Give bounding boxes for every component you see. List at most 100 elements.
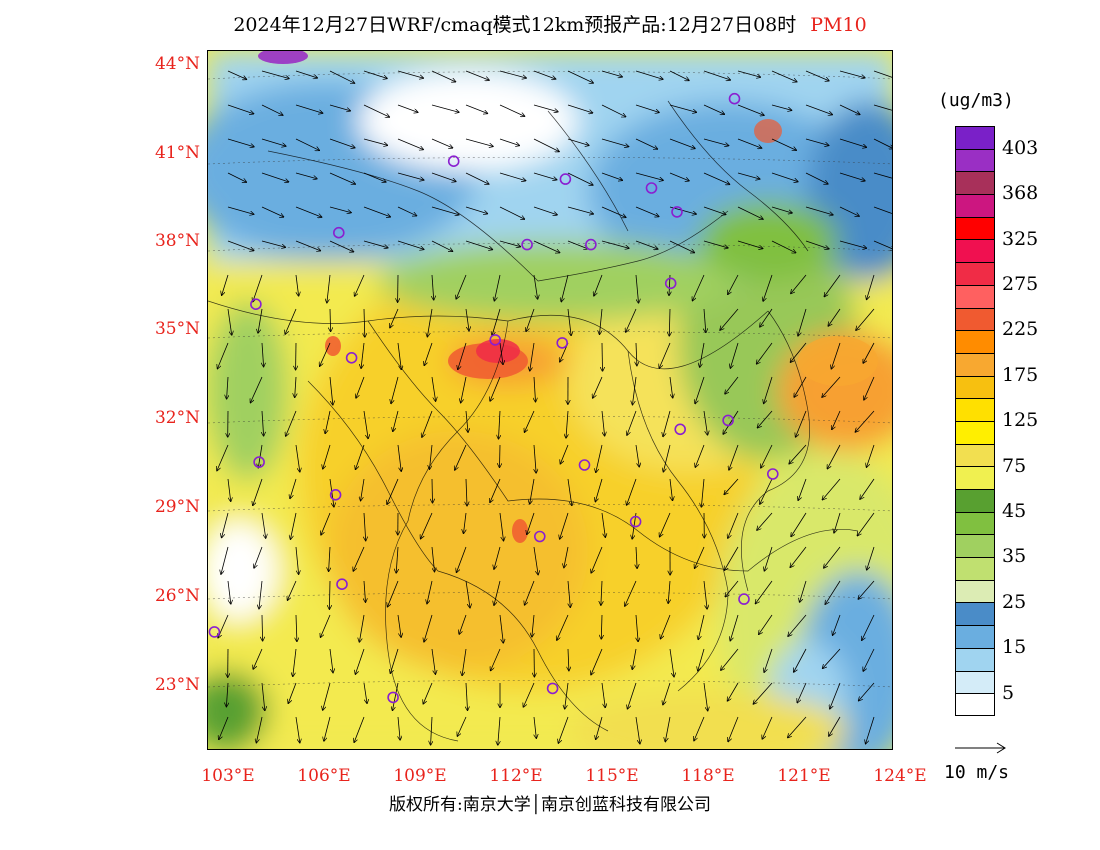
- wind-arrow: [329, 70, 354, 83]
- wind-arrow: [661, 614, 671, 639]
- wind-arrow: [431, 138, 453, 148]
- wind-arrow: [465, 240, 492, 250]
- wind-arrow: [530, 342, 535, 371]
- wind-arrow: [534, 444, 536, 473]
- wind-arrow: [492, 308, 501, 335]
- wind-arrow: [465, 308, 469, 331]
- wind-arrow: [227, 138, 254, 147]
- wind-arrow: [288, 682, 297, 703]
- wind-arrow: [669, 376, 673, 398]
- wind-arrow: [397, 240, 424, 249]
- wind-arrow: [824, 274, 841, 296]
- station-marker: [521, 238, 533, 251]
- wind-arrow: [227, 206, 254, 214]
- wind-arrow: [669, 308, 670, 336]
- wind-arrow: [805, 138, 829, 145]
- wind-arrow: [564, 546, 569, 568]
- wind-arrow: [668, 580, 670, 603]
- wind-arrow: [465, 104, 487, 113]
- colorbar-cell: [955, 307, 995, 331]
- wind-arrow: [760, 308, 773, 327]
- wind-arrow: [703, 682, 708, 711]
- wind-arrow: [633, 376, 637, 405]
- wind-arrow: [356, 376, 365, 398]
- wind-arrow: [295, 716, 300, 743]
- wind-arrow: [728, 512, 739, 538]
- wind-arrow: [423, 682, 433, 704]
- wind-arrow: [873, 206, 892, 214]
- wind-arrow: [724, 546, 739, 570]
- colorbar-label: 403: [1002, 136, 1039, 159]
- wind-arrow: [295, 70, 317, 78]
- wind-arrow: [636, 546, 637, 568]
- colorbar-cell: [955, 239, 995, 263]
- wind-arrow: [217, 444, 229, 471]
- wind-arrow: [698, 648, 705, 671]
- wind-arrow: [862, 614, 875, 640]
- wind-arrow: [756, 580, 773, 604]
- wind-arrow: [222, 274, 229, 295]
- wind-arrow: [363, 172, 386, 182]
- wind-arrow: [728, 274, 739, 294]
- wind-arrow: [364, 512, 366, 541]
- wind-arrow: [831, 342, 841, 369]
- wind-arrow: [625, 580, 637, 606]
- wind-arrow: [296, 614, 297, 641]
- station-marker: [722, 414, 734, 427]
- wind-arrow: [824, 546, 841, 568]
- wind-arrow: [363, 104, 389, 117]
- wind-arrow: [858, 580, 875, 599]
- wind-arrow: [295, 274, 299, 296]
- colorbar-cell: [955, 398, 995, 421]
- colorbar-unit: (ug/m3): [938, 90, 1014, 111]
- wind-arrow: [730, 342, 739, 368]
- wind-arrow: [873, 138, 892, 149]
- wind-arrow: [635, 274, 639, 303]
- wind-arrow: [873, 172, 892, 179]
- station-marker: [533, 530, 546, 543]
- wind-arrow: [632, 648, 637, 669]
- station-marker: [556, 337, 569, 349]
- wind-arrow: [227, 308, 232, 335]
- wind-arrow: [601, 70, 622, 77]
- wind-arrow: [490, 376, 501, 401]
- wind-arrow: [363, 682, 367, 703]
- title-text: 2024年12月27日WRF/cmaq模式12km预报产品:12月27日08时: [233, 14, 797, 36]
- province-boundaries: [208, 100, 859, 742]
- wind-arrow: [797, 682, 807, 703]
- wind-arrow: [601, 410, 605, 436]
- wind-arrow: [295, 206, 322, 217]
- wind-arrow: [798, 478, 807, 500]
- wind-arrow: [321, 614, 331, 637]
- wind-arrow: [422, 410, 433, 437]
- wind-arrow: [227, 580, 231, 604]
- wind-arrow: [867, 444, 875, 467]
- wind-arrow: [771, 240, 796, 253]
- wind-arrow: [363, 410, 368, 438]
- wind-arrow: [867, 546, 875, 570]
- colorbar-cell: [955, 194, 995, 217]
- wind-arrow: [261, 240, 285, 247]
- wind-arrow: [499, 512, 504, 541]
- station-marker: [664, 277, 677, 290]
- wind-arrow: [725, 376, 739, 394]
- wind-arrow: [253, 478, 263, 505]
- wind-arrow: [465, 580, 470, 608]
- wind-arrow: [857, 512, 875, 536]
- wind-arrow: [431, 716, 432, 745]
- wind-arrow: [261, 682, 265, 710]
- wind-arrow: [363, 70, 387, 78]
- wind-arrow: [695, 376, 705, 404]
- wind-arrow: [390, 308, 399, 328]
- wind-arrow: [764, 546, 773, 571]
- colorbar-cell: [955, 466, 995, 489]
- wind-arrow: [533, 70, 556, 79]
- wind-arrow: [261, 70, 289, 79]
- wind-arrow: [494, 580, 501, 605]
- wind-arrow: [822, 478, 841, 500]
- wind-arrow: [771, 138, 796, 150]
- wind-arrow: [760, 478, 773, 504]
- wind-arrow: [873, 104, 892, 111]
- colorbar-cell: [955, 625, 995, 648]
- wind-arrow: [567, 240, 588, 249]
